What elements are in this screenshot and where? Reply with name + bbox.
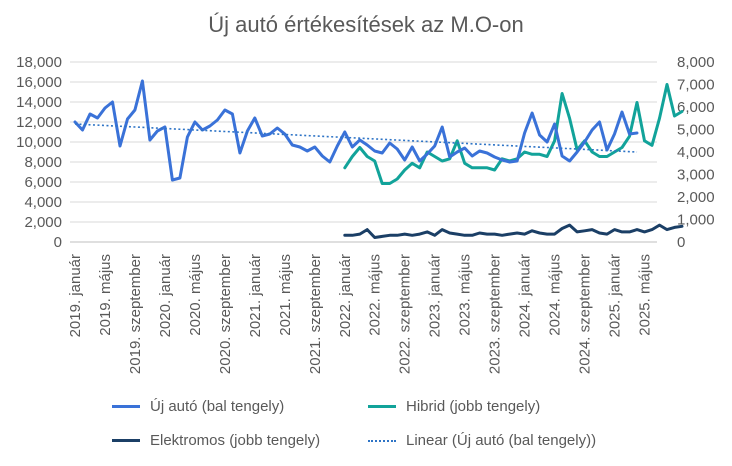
y-left-tick-label: 12,000	[16, 114, 62, 131]
x-tick-label: 2023. január	[427, 254, 444, 337]
legend-swatch-linear	[368, 439, 396, 442]
legend-swatch-elektromos	[112, 439, 140, 442]
x-tick-label: 2023. szeptember	[487, 254, 504, 374]
y-right-tick-label: 2,000	[677, 189, 715, 206]
legend-swatch-hibrid	[368, 405, 396, 408]
y-left-tick-label: 6,000	[24, 174, 62, 191]
x-tick-label: 2020. szeptember	[217, 254, 234, 374]
legend-label-hibrid: Hibrid (jobb tengely)	[406, 398, 541, 415]
trendline	[74, 123, 638, 153]
y-left-tick-label: 0	[54, 234, 62, 251]
y-right-tick-label: 6,000	[677, 99, 715, 116]
x-tick-label: 2021. január	[247, 254, 264, 337]
y-right-tick-label: 0	[677, 234, 685, 251]
y-left-tick-label: 2,000	[24, 214, 62, 231]
series-line-1	[343, 83, 684, 185]
y-right-tick-label: 7,000	[677, 77, 715, 94]
x-tick-label: 2024. május	[547, 254, 564, 336]
x-tick-label: 2024. január	[517, 254, 534, 337]
x-tick-label: 2019. szeptember	[127, 254, 144, 374]
legend-swatch-uj-auto	[112, 405, 140, 408]
y-right-tick-label: 3,000	[677, 167, 715, 184]
x-tick-label: 2022. szeptember	[397, 254, 414, 374]
y-right-tick-label: 4,000	[677, 144, 715, 161]
x-tick-label: 2021. május	[277, 254, 294, 336]
x-tick-label: 2020. január	[157, 254, 174, 337]
y-right-tick-label: 5,000	[677, 122, 715, 139]
y-left-tick-label: 14,000	[16, 94, 62, 111]
x-tick-label: 2019. január	[67, 254, 84, 337]
legend-item-elektromos: Elektromos (jobb tengely)	[112, 432, 320, 449]
y-right-tick-label: 8,000	[677, 54, 715, 71]
legend-item-hibrid: Hibrid (jobb tengely)	[368, 398, 540, 415]
x-tick-label: 2024. szeptember	[577, 254, 594, 374]
series-line-0	[73, 79, 639, 182]
x-tick-label: 2022. május	[367, 254, 384, 336]
x-tick-label: 2025. május	[637, 254, 654, 336]
y-left-tick-label: 10,000	[16, 134, 62, 151]
y-right-tick-label: 1,000	[677, 212, 715, 229]
y-left-tick-label: 8,000	[24, 154, 62, 171]
y-left-tick-label: 4,000	[24, 194, 62, 211]
y-left-tick-label: 18,000	[16, 54, 62, 71]
x-tick-label: 2023. május	[457, 254, 474, 336]
x-tick-label: 2019. május	[97, 254, 114, 336]
y-left-tick-label: 16,000	[16, 74, 62, 91]
legend-label-uj-auto: Új autó (bal tengely)	[150, 398, 285, 415]
legend-label-elektromos: Elektromos (jobb tengely)	[150, 432, 321, 449]
x-tick-label: 2022. január	[337, 254, 354, 337]
x-tick-label: 2020. május	[187, 254, 204, 336]
legend-item-linear: Linear (Új autó (bal tengely))	[368, 432, 596, 449]
x-tick-label: 2021. szeptember	[307, 254, 324, 374]
x-tick-label: 2025. január	[607, 254, 624, 337]
legend-label-linear: Linear (Új autó (bal tengely))	[406, 432, 597, 449]
legend-item-uj-auto: Új autó (bal tengely)	[112, 398, 284, 415]
series-line-2	[343, 223, 684, 239]
chart-title: Új autó értékesítések az M.O-on	[208, 12, 524, 37]
